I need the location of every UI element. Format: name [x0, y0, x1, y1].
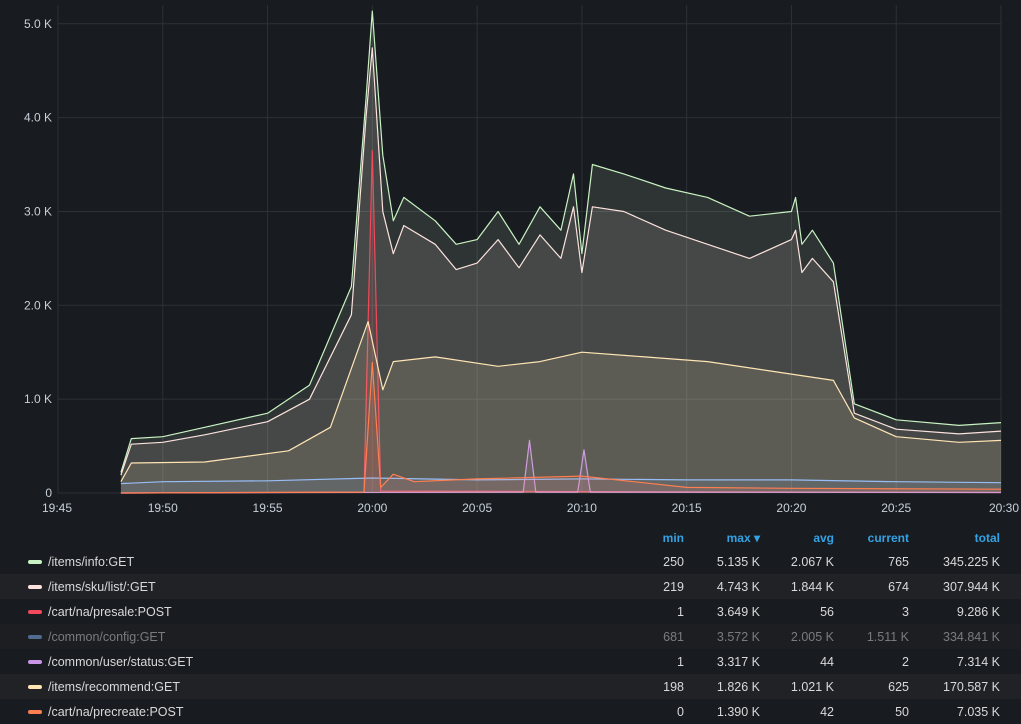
- legend-header: min max ▾ avg current total: [0, 527, 1021, 549]
- legend-value-min: 219: [663, 580, 684, 594]
- legend-value-avg: 42: [820, 705, 834, 719]
- series-line: [120, 439, 1002, 494]
- legend-value-max: 5.135 K: [716, 555, 760, 569]
- legend-value-avg: 56: [820, 605, 834, 619]
- legend-value-current: 3: [902, 605, 909, 619]
- legend-value-max: 1.826 K: [716, 680, 760, 694]
- y-tick-label: 3.0 K: [24, 204, 52, 218]
- legend-value-avg: 2.067 K: [790, 555, 834, 569]
- y-axis: 0 1.0 K 2.0 K 3.0 K 4.0 K 5.0 K: [24, 17, 52, 500]
- y-tick-label: 5.0 K: [24, 17, 52, 31]
- x-tick-label: 20:30: [989, 501, 1019, 515]
- legend-series-name[interactable]: /items/recommend:GET: [48, 680, 180, 694]
- x-tick-label: 20:10: [567, 501, 597, 515]
- x-tick-label: 20:15: [672, 501, 702, 515]
- series-line: [120, 362, 1002, 494]
- legend-row[interactable]: /common/user/status:GET 1 3.317 K 44 2 7.314 …: [0, 649, 1021, 674]
- legend-value-current: 765: [888, 555, 909, 569]
- series-cart-na-precreate-post: [120, 362, 1002, 494]
- legend-color-swatch[interactable]: [28, 560, 42, 564]
- legend-row[interactable]: /common/config:GET 681 3.572 K 2.005 K 1.511…: [0, 624, 1021, 649]
- x-axis: 19:45 19:50 19:55 20:00 20:05 20:10 20:15 20:20…: [42, 501, 1019, 515]
- series-line: [120, 321, 1002, 482]
- legend-table: min max ▾ avg current total /items/info:…: [0, 527, 1021, 720]
- legend-value-max: 1.390 K: [716, 705, 760, 719]
- legend-value-total: 7.035 K: [956, 705, 1000, 719]
- x-tick-label: 19:45: [42, 501, 72, 515]
- legend-header-total[interactable]: total: [974, 531, 1000, 545]
- legend-value-min: 1: [677, 605, 684, 619]
- legend-value-min: 1: [677, 655, 684, 669]
- legend-color-swatch[interactable]: [28, 585, 42, 589]
- series-items-sku-list-get: [120, 47, 1002, 494]
- legend-value-max: 4.743 K: [716, 580, 760, 594]
- y-tick-label: 4.0 K: [24, 111, 52, 125]
- series-common-config-get: [120, 477, 1002, 493]
- legend-value-total: 334.841 K: [943, 630, 1000, 644]
- y-tick-label: 2.0 K: [24, 298, 52, 312]
- x-tick-label: 19:50: [148, 501, 178, 515]
- legend-value-total: 307.944 K: [943, 580, 1000, 594]
- legend-value-total: 345.225 K: [943, 555, 1000, 569]
- legend-header-current[interactable]: current: [867, 531, 909, 545]
- series-items-recommend-get: [120, 321, 1002, 493]
- legend-row[interactable]: /items/sku/list/:GET 219 4.743 K 1.844 K 674…: [0, 574, 1021, 599]
- legend-series-name[interactable]: /items/sku/list/:GET: [48, 580, 156, 594]
- legend-value-total: 7.314 K: [956, 655, 1000, 669]
- series-line: [120, 10, 1002, 473]
- legend-value-total: 9.286 K: [956, 605, 1000, 619]
- legend-value-current: 50: [895, 705, 909, 719]
- series-area: [120, 47, 1001, 494]
- legend-series-name[interactable]: /common/config:GET: [48, 630, 166, 644]
- legend-header-max[interactable]: max ▾: [726, 531, 760, 545]
- legend-series-name[interactable]: /cart/na/precreate:POST: [48, 705, 184, 719]
- y-tick-label: 0: [45, 486, 52, 500]
- legend-value-current: 1.511 K: [866, 630, 909, 644]
- legend-value-avg: 1.844 K: [790, 580, 834, 594]
- series-area: [120, 478, 1001, 493]
- x-tick-label: 20:05: [462, 501, 492, 515]
- legend-row[interactable]: /cart/na/presale:POST 1 3.649 K 56 3 9.286 K: [0, 599, 1021, 624]
- legend-value-current: 2: [902, 655, 909, 669]
- legend-value-avg: 44: [820, 655, 834, 669]
- series-area: [120, 321, 1001, 493]
- legend-color-swatch[interactable]: [28, 610, 42, 614]
- legend-header-avg[interactable]: avg: [813, 531, 834, 545]
- x-tick-label: 20:25: [881, 501, 911, 515]
- legend-row[interactable]: /items/recommend:GET 198 1.826 K 1.021 K 625…: [0, 674, 1021, 699]
- legend-value-current: 674: [888, 580, 909, 594]
- series-line: [120, 47, 1002, 476]
- legend-color-swatch[interactable]: [28, 685, 42, 689]
- legend-color-swatch[interactable]: [28, 660, 42, 664]
- legend-value-min: 0: [677, 705, 684, 719]
- legend-row[interactable]: /items/info:GET 250 5.135 K 2.067 K 765 345.2…: [0, 549, 1021, 574]
- legend-value-min: 198: [663, 680, 684, 694]
- legend-value-max: 3.649 K: [716, 605, 760, 619]
- chart-series: [120, 10, 1002, 494]
- legend-series-name[interactable]: /items/info:GET: [48, 555, 135, 569]
- x-tick-label: 20:00: [357, 501, 387, 515]
- legend-value-min: 250: [663, 555, 684, 569]
- x-tick-label: 19:55: [253, 501, 283, 515]
- legend-series-name[interactable]: /cart/na/presale:POST: [48, 605, 172, 619]
- legend-series-name[interactable]: /common/user/status:GET: [48, 655, 194, 669]
- legend-value-total: 170.587 K: [943, 680, 1000, 694]
- legend-value-max: 3.317 K: [716, 655, 760, 669]
- legend-value-min: 681: [663, 630, 684, 644]
- legend-value-max: 3.572 K: [716, 630, 760, 644]
- series-line: [120, 477, 1002, 485]
- legend-row[interactable]: /cart/na/precreate:POST 0 1.390 K 42 50 7.035…: [0, 699, 1021, 724]
- series-common-user-status-get: [120, 439, 1002, 494]
- legend-value-avg: 1.021 K: [790, 680, 834, 694]
- legend-color-swatch[interactable]: [28, 635, 42, 639]
- legend-header-min[interactable]: min: [662, 531, 684, 545]
- legend-value-avg: 2.005 K: [790, 630, 834, 644]
- legend-color-swatch[interactable]: [28, 710, 42, 714]
- y-tick-label: 1.0 K: [24, 392, 52, 406]
- x-tick-label: 20:20: [776, 501, 806, 515]
- legend-value-current: 625: [888, 680, 909, 694]
- time-series-chart[interactable]: 01.0 K2.0 K3.0 K4.0 K5.0 K 19:45 19:50 19:…: [0, 0, 1021, 525]
- chart-grid: [57, 5, 1002, 494]
